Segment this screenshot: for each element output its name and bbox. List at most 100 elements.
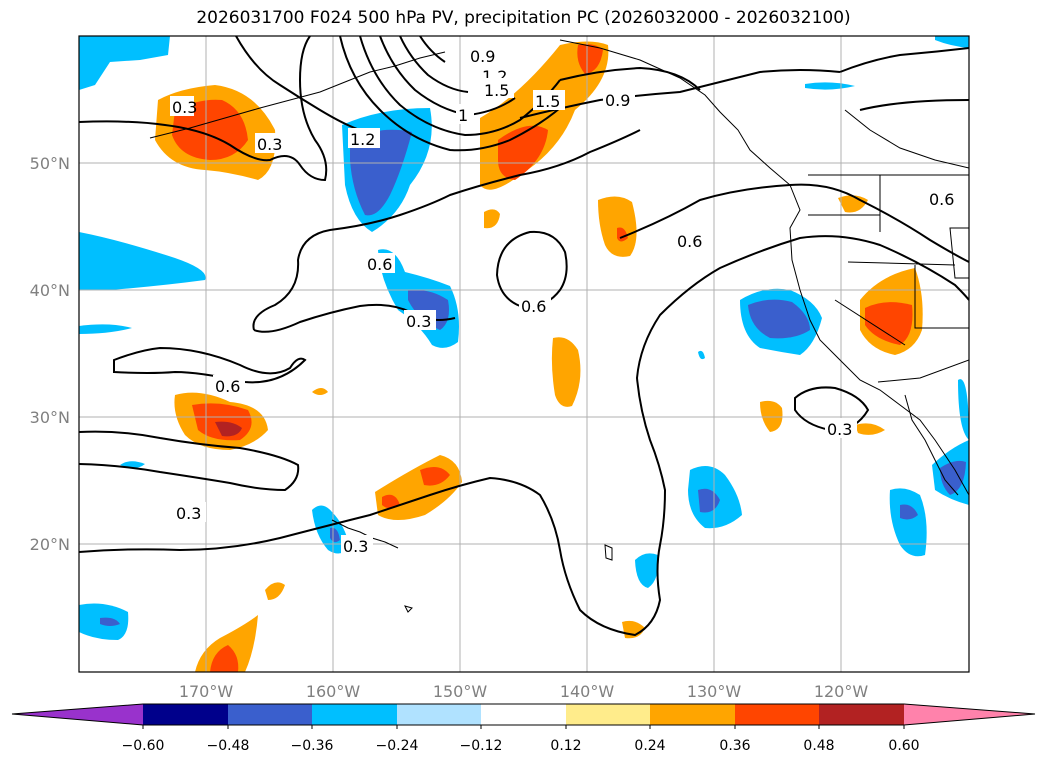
colorbar: −0.60 −0.48 −0.36 −0.24 −0.12 0.12 0.24 … [11,703,1036,754]
contour-label: 0.9 [605,91,630,110]
pv-contour [399,36,469,93]
precip-blob [210,645,239,672]
precip-blob [760,400,783,432]
lon-tick-label: 120°W [814,682,869,701]
contour-label: 0.6 [367,255,392,274]
colorbar-tick-label: 0.36 [719,738,750,754]
precip-blob [805,82,855,90]
lat-tick-label: 30°N [30,408,70,427]
colorbar-tick-label: −0.36 [291,738,334,754]
precip-blob [900,504,918,520]
contour-label: 0.3 [406,312,431,331]
lon-tick-label: 160°W [306,682,361,701]
colorbar-segment [143,704,228,725]
precip-blob [940,460,966,495]
lon-tick-labels: 170°W 160°W 150°W 140°W 130°W 120°W [179,682,869,701]
colorbar-tick-label: 0.60 [888,738,919,754]
pv-contour [359,36,561,137]
pv-contours [79,36,969,637]
lat-tick-label: 40°N [30,281,70,300]
precip-blob [215,421,242,437]
lon-tick-label: 150°W [433,682,488,701]
lat-tick-label: 50°N [30,154,70,173]
precip-blobs [79,36,969,672]
contour-label: 0.6 [521,297,546,316]
colorbar-arrow-right [904,704,1035,725]
pv-contour [619,183,969,263]
colorbar-segment [566,704,650,725]
precip-blob [312,388,328,395]
pv-contour [419,36,446,63]
precip-blob [484,209,500,229]
precip-blob [382,494,400,509]
colorbar-tick-label: −0.48 [207,738,250,754]
graticule [79,36,969,672]
contour-label: 0.3 [827,420,852,439]
precip-blob [79,36,170,90]
pv-contour [519,69,841,119]
contour-label: 1 [458,106,468,125]
colorbar-tick-label: 0.24 [634,738,665,754]
precip-blob [935,36,969,48]
pv-contour [113,346,307,384]
coastlines [149,39,969,613]
pv-contour [79,430,300,492]
pv-contour [859,99,969,111]
colorbar-ticks [142,725,905,729]
colorbar-segment [735,704,819,725]
colorbar-tick-label: −0.12 [460,738,503,754]
map-title: 2026031700 F024 500 hPa PV, precipitatio… [196,8,851,28]
colorbar-tick-labels: −0.60 −0.48 −0.36 −0.24 −0.12 0.12 0.24 … [122,738,920,754]
coastline-alaska-peninsula [149,51,446,139]
contour-label: 0.3 [172,98,197,117]
precip-blob [958,379,969,440]
pv-contour [379,36,516,117]
precip-blob [265,582,285,600]
colorbar-tick-label: −0.24 [376,738,419,754]
pv-contour [252,129,641,331]
colorbar-segment [397,704,481,725]
precip-blob [350,129,412,216]
lat-tick-label: 20°N [30,535,70,554]
precip-blob [420,466,450,486]
precip-blob [617,227,628,242]
colorbar-segment [819,704,904,725]
coastline-bc [844,109,969,169]
precip-blob [100,617,120,626]
contour-label: 0.9 [470,47,495,66]
island-small [404,605,413,613]
pv-contour [794,386,870,432]
precip-blob [551,337,581,407]
precip-blob [855,423,885,435]
precip-blob [748,299,810,339]
contour-labels: 0.9 1.2 1.5 1.5 0.9 1 1.2 0.3 0.3 0.6 0.… [170,45,959,556]
precip-blob [889,488,927,557]
precip-blob [577,44,603,74]
colorbar-segment [228,704,312,725]
border-us-mexico [877,359,969,383]
lat-tick-labels: 50°N 40°N 30°N 20°N [30,154,70,554]
precip-blob [598,196,637,257]
pv-contour [559,66,701,91]
colorbar-segment [481,704,566,725]
colorbar-segment [650,704,735,725]
precip-blob [698,350,705,360]
lon-tick-label: 140°W [560,682,615,701]
colorbar-tick-label: 0.48 [803,738,834,754]
precip-blob [195,615,258,672]
lon-tick-label: 130°W [687,682,742,701]
precip-blob [865,302,913,345]
colorbar-tick-label: −0.60 [122,738,165,754]
pv-contour [79,235,969,637]
colorbar-arrow-left [12,704,143,725]
precip-blob [635,553,659,588]
contour-label: 0.6 [215,377,240,396]
contour-label: 1.2 [350,130,375,149]
pv-contour [235,36,361,131]
lon-tick-label: 170°W [179,682,234,701]
contour-label: 1.5 [484,81,509,100]
precip-blob [79,232,206,290]
contour-label: 0.3 [176,504,201,523]
coastline-alaska-gulf [559,39,969,496]
